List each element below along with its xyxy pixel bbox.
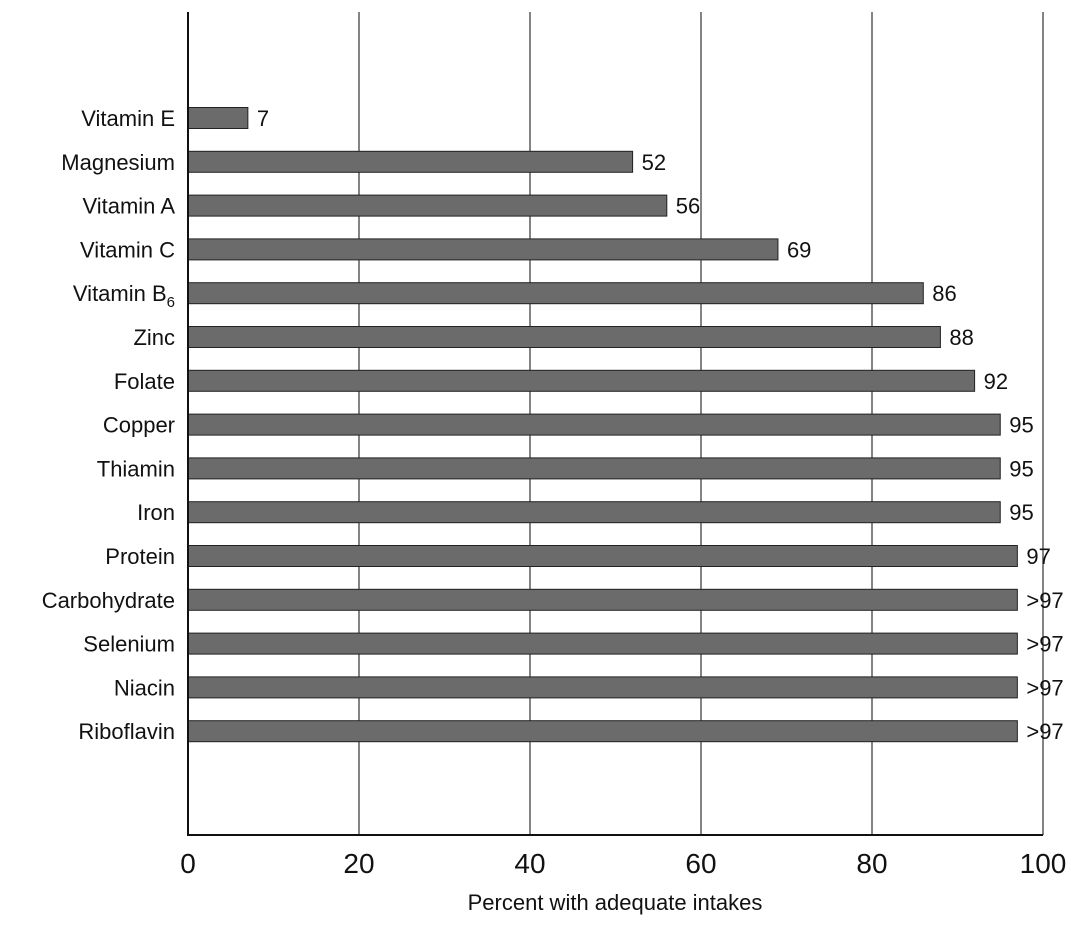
bar [187,282,924,305]
x-tick-labels: 0 20 40 60 80 100 [180,848,1066,879]
category-label: Vitamin E [81,106,175,131]
bar [187,501,1001,524]
bar [187,413,1001,436]
category-label: Niacin [114,675,175,700]
x-tick-label: 80 [856,848,887,879]
value-label: >97 [1026,675,1063,700]
category-label: Protein [105,544,175,569]
bar [187,720,1018,743]
axes [187,12,1043,836]
x-tick-label: 60 [685,848,716,879]
category-label: Vitamin C [80,237,175,262]
bar [187,632,1018,655]
value-label: 95 [1009,413,1033,438]
value-label: 52 [642,150,666,175]
bar [187,369,976,392]
x-tick-label: 20 [343,848,374,879]
category-labels: Vitamin E Magnesium Vitamin A Vitamin C Vita… [42,106,176,744]
bar [187,588,1018,611]
x-axis-title: Percent with adequate intakes [468,890,763,915]
value-label: 92 [984,369,1008,394]
bar [187,194,668,217]
value-label: >97 [1026,719,1063,744]
value-label: 7 [257,106,269,131]
category-label: Thiamin [97,456,175,481]
value-label: 69 [787,237,811,262]
bar [187,326,941,348]
bar [187,238,779,261]
x-tick-label: 40 [514,848,545,879]
category-label: Folate [114,369,175,394]
value-label: >97 [1026,632,1063,657]
category-label: Selenium [83,632,175,657]
bar [187,107,249,129]
bar [187,457,1001,480]
category-label: Magnesium [61,150,175,175]
category-label: Vitamin A [82,194,175,219]
value-label: 86 [932,281,956,306]
bar [187,545,1018,567]
category-label: Iron [137,500,175,525]
value-label: 97 [1026,544,1050,569]
bar [187,676,1018,699]
bars [187,107,1018,743]
x-tick-label: 0 [180,848,196,879]
bar [187,150,634,173]
category-label: Copper [103,413,175,438]
category-label: Riboflavin [78,719,175,744]
category-label: Vitamin B6 [73,281,175,311]
category-label: Zinc [133,325,175,350]
value-label: 56 [676,194,700,219]
value-label: 95 [1009,456,1033,481]
category-label: Carbohydrate [42,588,175,613]
x-tick-label: 100 [1020,848,1067,879]
value-label: 88 [949,325,973,350]
value-label: 95 [1009,500,1033,525]
value-label: >97 [1026,588,1063,613]
